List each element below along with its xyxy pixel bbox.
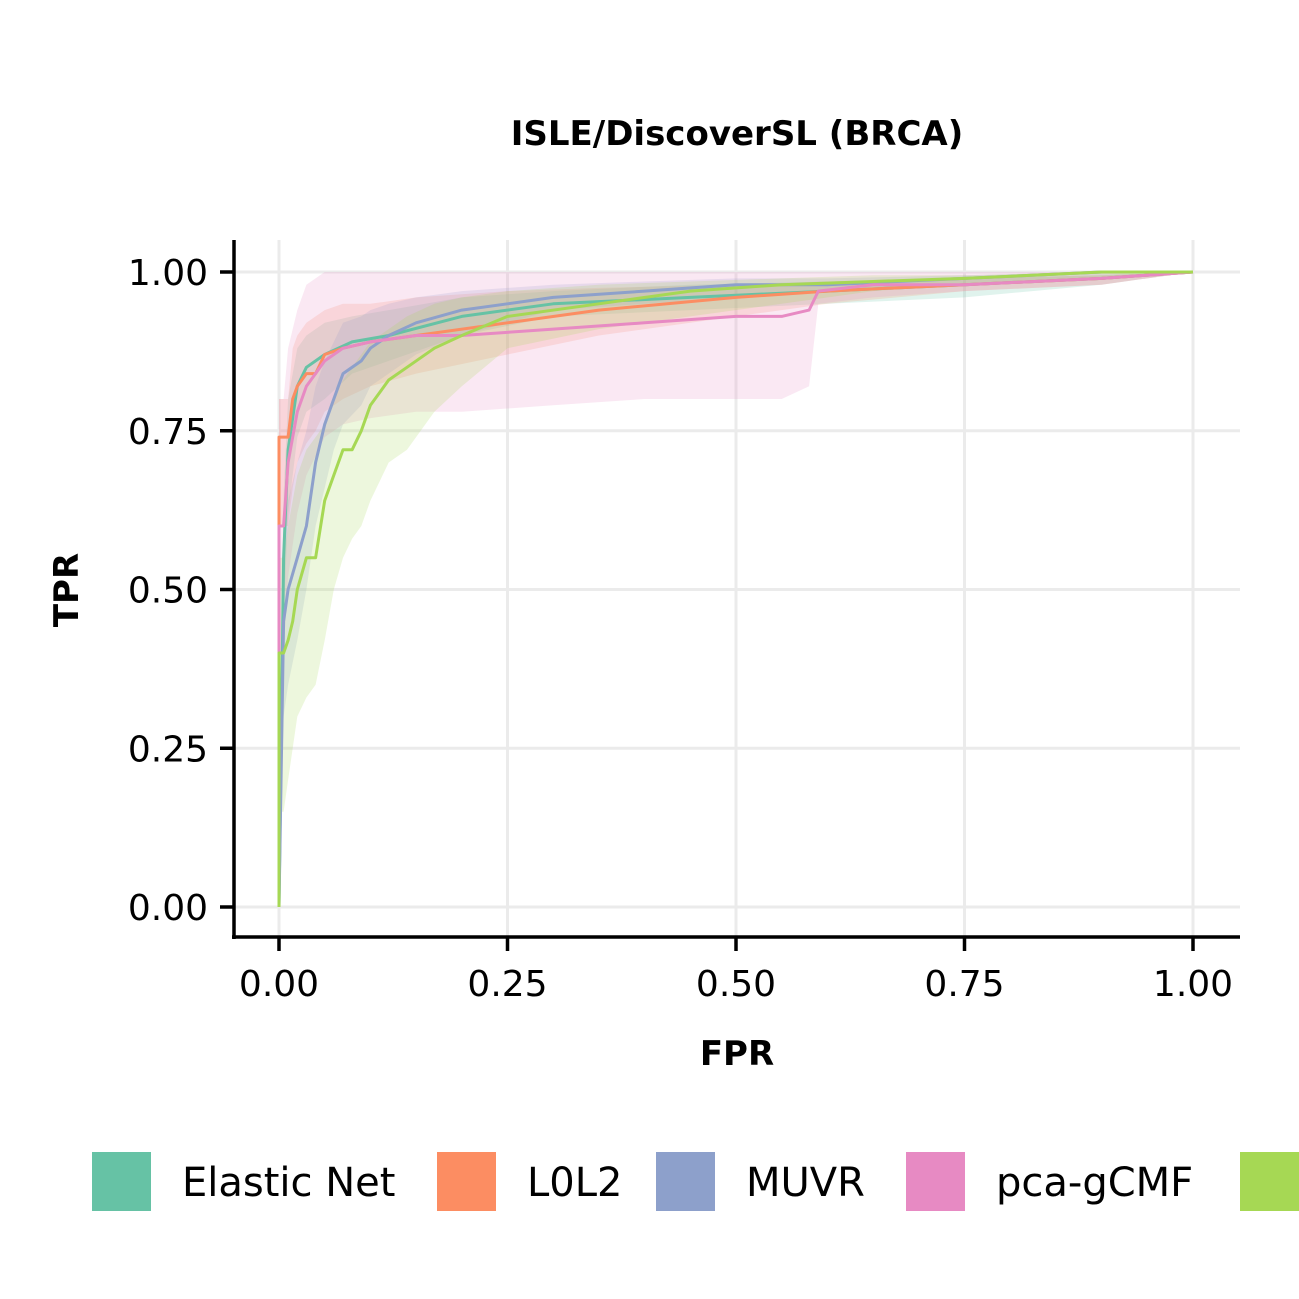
- legend-key-2: [656, 1152, 715, 1211]
- legend-label-0: Elastic Net: [182, 1160, 395, 1206]
- legend-label-2: MUVR: [746, 1160, 865, 1206]
- x-tick-label: 0.75: [924, 964, 1004, 1005]
- band-series-2: [279, 272, 1193, 907]
- legend-key-1: [437, 1152, 496, 1211]
- y-tick-label: 0.50: [128, 571, 208, 612]
- x-axis-title: FPR: [700, 1034, 774, 1074]
- x-tick-label: 0.00: [239, 964, 319, 1005]
- x-tick-label: 0.50: [696, 964, 776, 1005]
- legend-key-3: [906, 1152, 965, 1211]
- band-series-0: [279, 272, 1193, 907]
- legend-key-4: [1240, 1152, 1299, 1211]
- band-series-3: [279, 272, 1193, 907]
- y-tick-label: 0.00: [128, 888, 208, 929]
- x-tick-label: 0.25: [467, 964, 547, 1005]
- chart-title: ISLE/DiscoverSL (BRCA): [511, 114, 964, 154]
- line-series-4: [277, 270, 1193, 907]
- y-tick-label: 1.00: [128, 253, 208, 294]
- confidence-bands: [279, 272, 1193, 907]
- roc-lines: [277, 270, 1194, 908]
- legend: Elastic Net L0L2 MUVR pca-gCMF: [92, 1152, 1299, 1211]
- legend-label-1: L0L2: [527, 1160, 622, 1206]
- axes: 0.00 0.25 0.50 0.75 1.00 0.00 0.25 0.50 0.75 1.00: [128, 240, 1240, 1005]
- legend-label-3: pca-gCMF: [996, 1160, 1193, 1206]
- band-series-1: [279, 272, 1193, 907]
- y-tick-label: 0.25: [128, 729, 208, 770]
- y-tick-label: 0.75: [128, 412, 208, 453]
- x-tick-label: 1.00: [1153, 964, 1233, 1005]
- legend-key-0: [92, 1152, 151, 1211]
- y-axis-title: TPR: [47, 553, 87, 627]
